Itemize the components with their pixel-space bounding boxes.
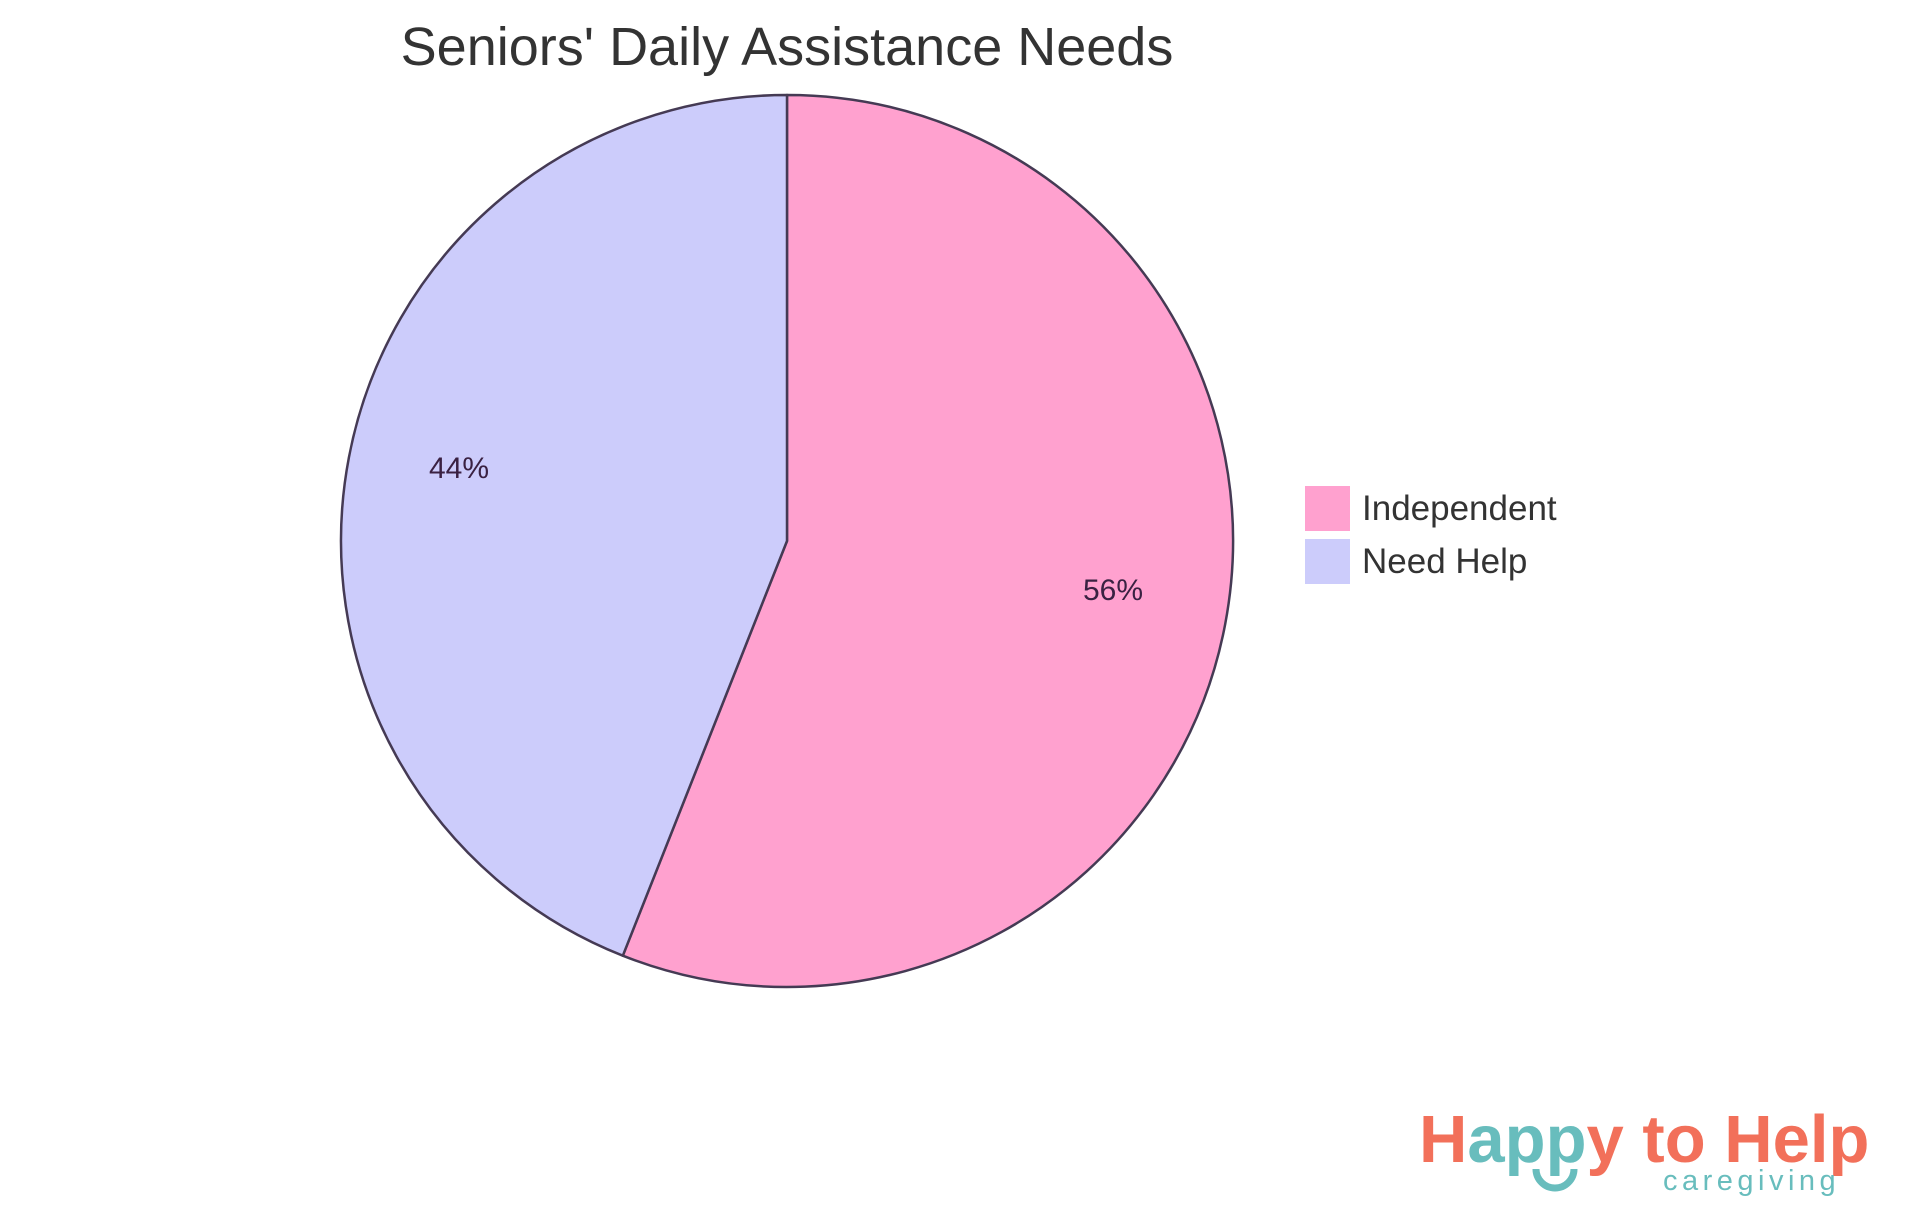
svg-text:caregiving: caregiving <box>1663 1165 1840 1197</box>
svg-text:56%: 56% <box>1083 574 1143 607</box>
svg-text:44%: 44% <box>429 452 489 485</box>
